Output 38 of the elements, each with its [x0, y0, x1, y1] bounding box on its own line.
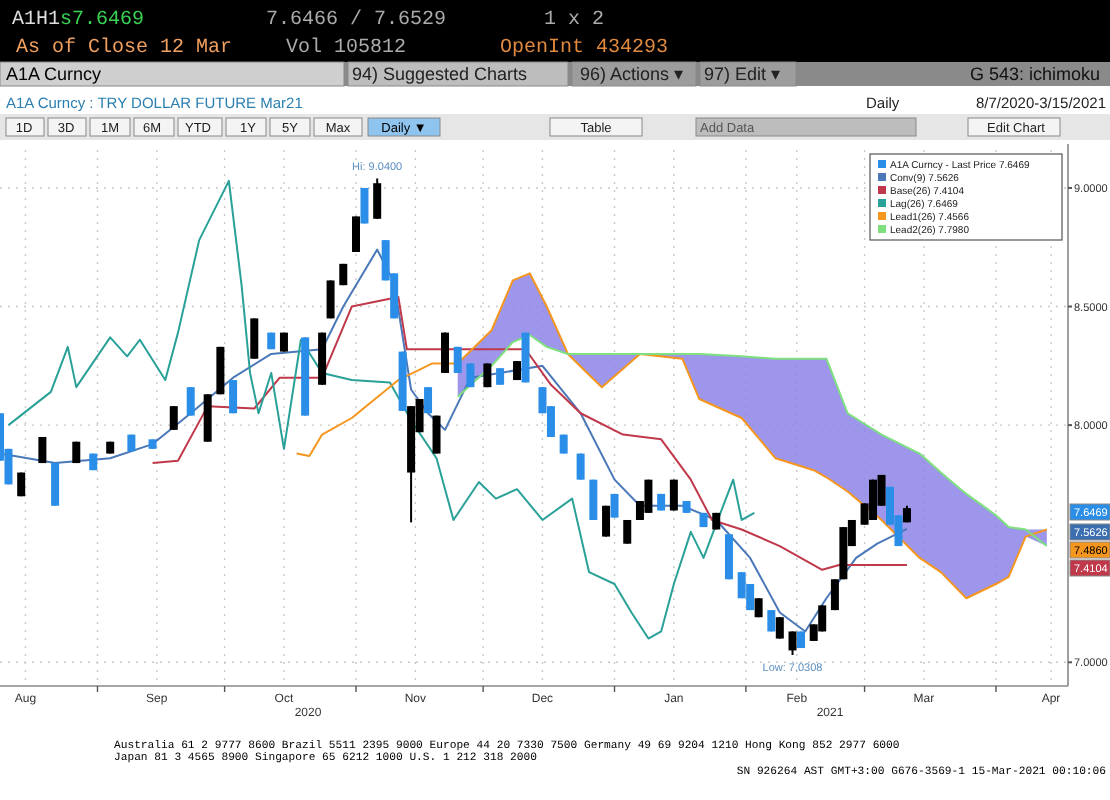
text: Vol 105812 — [286, 36, 407, 60]
candlestick — [432, 414, 441, 455]
candlestick — [869, 478, 878, 521]
candlestick — [644, 478, 653, 514]
candlestick — [360, 186, 369, 225]
candlestick — [589, 478, 598, 521]
candlestick — [51, 462, 60, 507]
text: G 543: ichimoku — [969, 64, 1100, 84]
candlestick — [453, 345, 462, 374]
candlestick — [788, 630, 797, 656]
candlestick — [326, 279, 335, 320]
candlestick — [169, 405, 178, 431]
text: s7.6469 — [60, 10, 145, 32]
text: As of Close 12 Mar — [16, 36, 233, 60]
line-series — [295, 272, 1048, 600]
candlestick — [186, 386, 195, 417]
text: A1A Curncy — [6, 64, 103, 84]
line-series — [456, 333, 1048, 548]
candlestick — [830, 578, 839, 612]
candlestick — [724, 533, 733, 581]
candlestick — [424, 386, 433, 415]
text: OpenInt 434293 — [500, 38, 669, 60]
line-series — [7, 179, 756, 640]
candlestick — [229, 379, 238, 415]
candlestick — [576, 452, 585, 481]
candlestick — [775, 616, 784, 640]
text: 94) Suggested Charts — [352, 64, 529, 84]
candlestick — [373, 177, 382, 220]
candlestick — [818, 604, 827, 633]
candlestick — [203, 393, 212, 443]
text: A1H1 — [12, 10, 61, 32]
text: 97) Edit ▾ — [704, 64, 782, 84]
text: 96) Actions ▾ — [580, 64, 685, 84]
line-series — [151, 296, 908, 571]
text: 1 x 2 — [544, 10, 605, 32]
candlestick — [602, 504, 611, 538]
text: 7.6466 / 7.6529 — [266, 8, 447, 32]
candlestick — [250, 317, 259, 360]
